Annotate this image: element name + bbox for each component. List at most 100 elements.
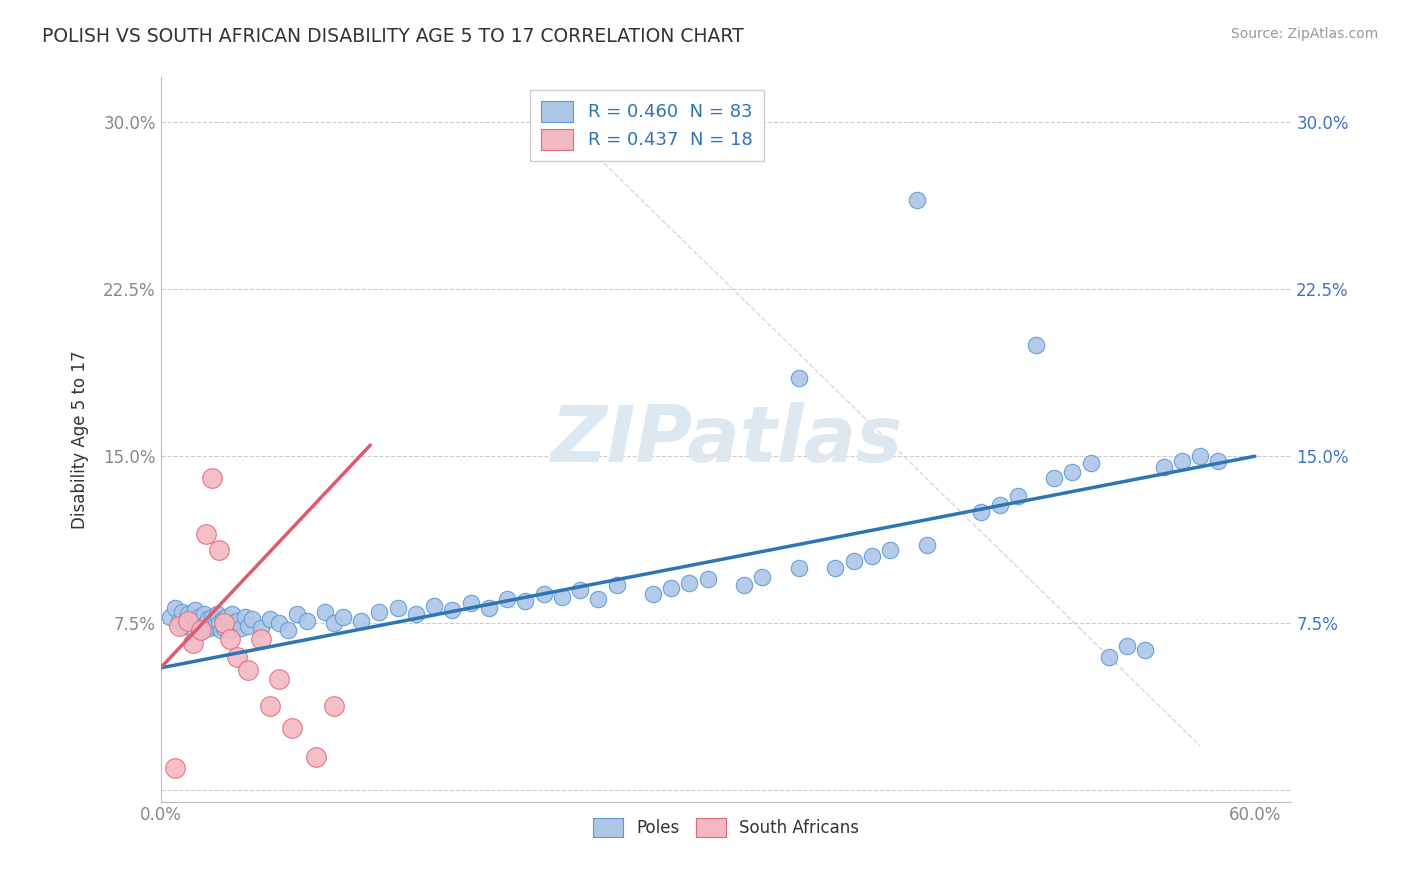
Point [259, 612, 281, 626]
Point [197, 612, 219, 626]
Point [860, 549, 883, 564]
Point [970, 505, 993, 519]
Point [250, 632, 273, 646]
Point [183, 636, 205, 650]
Point [217, 616, 239, 631]
Point [226, 614, 249, 628]
Point [159, 609, 181, 624]
Point [236, 663, 259, 677]
Point [533, 587, 555, 601]
Point [787, 371, 810, 385]
Point [214, 616, 236, 631]
Point [219, 623, 242, 637]
Point [233, 609, 256, 624]
Point [195, 616, 218, 631]
Point [322, 698, 344, 713]
Point [269, 616, 291, 631]
Point [678, 576, 700, 591]
Point [1080, 456, 1102, 470]
Point [204, 618, 226, 632]
Point [478, 600, 501, 615]
Point [177, 607, 200, 622]
Point [879, 542, 901, 557]
Point [208, 616, 231, 631]
Point [208, 542, 231, 557]
Point [423, 599, 446, 613]
Point [173, 618, 195, 632]
Point [1098, 649, 1121, 664]
Point [641, 587, 664, 601]
Point [183, 612, 205, 626]
Point [214, 621, 236, 635]
Point [1025, 338, 1047, 352]
Text: ZIPatlas: ZIPatlas [550, 401, 903, 477]
Point [277, 623, 299, 637]
Point [588, 591, 610, 606]
Point [190, 623, 212, 637]
Point [215, 609, 238, 624]
Text: POLISH VS SOUTH AFRICAN DISABILITY AGE 5 TO 17 CORRELATION CHART: POLISH VS SOUTH AFRICAN DISABILITY AGE 5… [42, 27, 744, 45]
Point [269, 672, 291, 686]
Point [1135, 643, 1157, 657]
Point [222, 616, 245, 631]
Point [211, 612, 233, 626]
Point [167, 618, 190, 632]
Point [907, 193, 929, 207]
Point [191, 623, 214, 637]
Point [201, 609, 224, 624]
Point [405, 607, 427, 622]
Point [441, 603, 464, 617]
Point [332, 609, 354, 624]
Point [751, 569, 773, 583]
Point [551, 590, 574, 604]
Point [1153, 460, 1175, 475]
Point [259, 698, 281, 713]
Point [202, 614, 225, 628]
Point [167, 614, 190, 628]
Point [295, 614, 318, 628]
Point [187, 609, 209, 624]
Point [165, 761, 187, 775]
Point [322, 616, 344, 631]
Point [787, 560, 810, 574]
Y-axis label: Disability Age 5 to 17: Disability Age 5 to 17 [72, 351, 89, 529]
Point [659, 581, 682, 595]
Point [733, 578, 755, 592]
Point [198, 621, 221, 635]
Point [180, 621, 202, 635]
Point [287, 607, 309, 622]
Point [209, 623, 232, 637]
Point [387, 600, 409, 615]
Point [368, 605, 391, 619]
Point [172, 605, 194, 619]
Point [250, 621, 273, 635]
Point [1171, 453, 1194, 467]
Point [314, 605, 336, 619]
Point [205, 607, 228, 622]
Point [236, 618, 259, 632]
Point [304, 750, 326, 764]
Point [1189, 449, 1212, 463]
Point [915, 538, 938, 552]
Point [515, 594, 537, 608]
Point [240, 612, 263, 626]
Point [177, 614, 200, 628]
Point [184, 603, 207, 617]
Point [1208, 453, 1230, 467]
Point [824, 560, 846, 574]
Point [842, 554, 865, 568]
Point [201, 471, 224, 485]
Point [165, 600, 187, 615]
Point [229, 621, 252, 635]
Point [195, 527, 218, 541]
Text: Source: ZipAtlas.com: Source: ZipAtlas.com [1230, 27, 1378, 41]
Point [1062, 465, 1084, 479]
Point [186, 614, 208, 628]
Point [177, 616, 200, 631]
Point [226, 649, 249, 664]
Point [496, 591, 519, 606]
Point [569, 582, 592, 597]
Point [281, 721, 304, 735]
Point [190, 618, 212, 632]
Point [193, 607, 215, 622]
